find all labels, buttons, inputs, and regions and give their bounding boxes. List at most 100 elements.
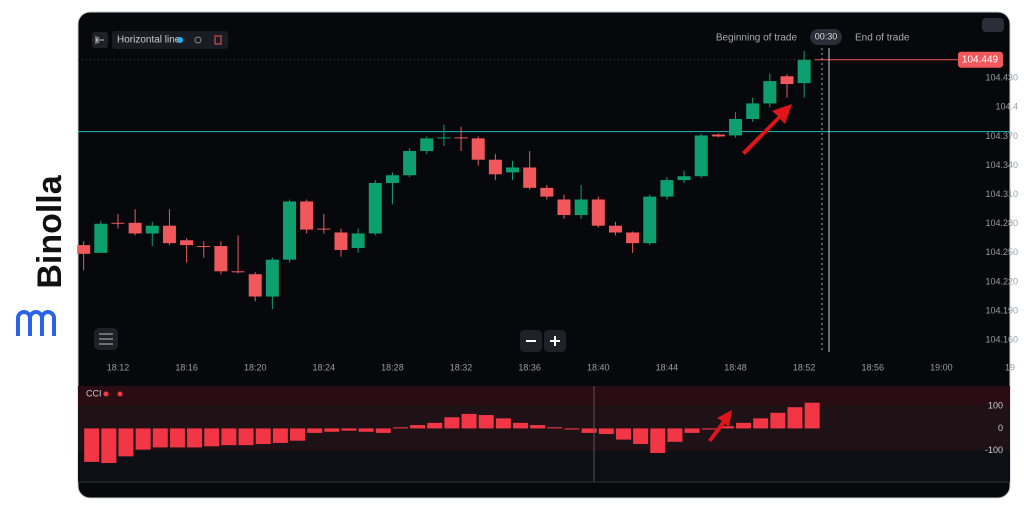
- cci-bar: [152, 428, 168, 448]
- cci-bar: [598, 428, 614, 434]
- candle-body: [420, 138, 434, 151]
- y-tick-label: 0: [998, 423, 1003, 433]
- y-tick-label: 104.190: [985, 305, 1018, 315]
- x-tick-label: 18:20: [244, 362, 267, 372]
- candle-body: [283, 201, 297, 260]
- brand: Binolla: [16, 174, 69, 336]
- cci-bar: [187, 428, 203, 448]
- candle-body: [128, 222, 142, 234]
- candle-body: [437, 137, 451, 139]
- y-tick-label: 104.4: [995, 102, 1018, 112]
- main-chart: 104.430 104.4 104.370 104.340 104.310 104.280…: [77, 51, 1018, 372]
- cci-dot: [103, 391, 109, 397]
- candle-body: [334, 232, 348, 250]
- candle-body: [677, 176, 691, 181]
- x-tick-label: 18:56: [861, 362, 884, 372]
- candle-body: [214, 246, 228, 272]
- cci-bar: [701, 428, 717, 430]
- candle-body: [729, 118, 743, 136]
- candle-body: [248, 274, 262, 297]
- cci-bar: [341, 428, 357, 431]
- cci-bar: [478, 415, 494, 429]
- candle-body: [523, 167, 537, 188]
- cci-bar: [101, 428, 117, 464]
- candle-body: [694, 135, 708, 177]
- toolbar: Horizontal line Beginning of trade 00:30…: [92, 18, 1004, 49]
- price-label: 104.449: [962, 54, 999, 65]
- plus-icon: [550, 336, 560, 346]
- tool-label: Horizontal line: [117, 35, 181, 46]
- cci-bar: [530, 425, 546, 429]
- cci-bar: [410, 425, 426, 429]
- timer: 00:30: [815, 31, 838, 41]
- cci-bar: [290, 428, 306, 441]
- candle-body: [180, 240, 194, 246]
- cci-bar: [753, 418, 769, 429]
- x-tick-label: 18:24: [313, 362, 336, 372]
- collapse-icon: [95, 36, 104, 44]
- brand-logo: [16, 310, 56, 336]
- cci-bar: [238, 428, 254, 446]
- cci-title: CCI: [86, 388, 102, 398]
- visibility-icon[interactable]: [194, 36, 202, 44]
- cci-bar: [444, 417, 460, 429]
- cci-bar: [375, 428, 391, 433]
- cci-bar: [718, 426, 734, 429]
- cci-bar: [513, 422, 529, 429]
- indicators-icon: [99, 333, 113, 345]
- cci-bar: [84, 428, 100, 462]
- candle-body: [626, 232, 640, 244]
- annotation-arrow: [742, 104, 792, 155]
- settings-button[interactable]: [982, 18, 1004, 32]
- x-tick-label: 18:12: [107, 362, 130, 372]
- candle-body: [265, 259, 279, 297]
- cci-dot: [117, 391, 123, 397]
- candle-body: [471, 138, 485, 160]
- cci-bar: [684, 428, 700, 433]
- brand-name: Binolla: [31, 174, 69, 288]
- y-tick-label: 104.340: [985, 160, 1018, 170]
- y-tick-label: 104.250: [985, 247, 1018, 257]
- x-tick-label: 18:52: [793, 362, 816, 372]
- tool-chip[interactable]: [112, 31, 228, 49]
- price-badge: [958, 51, 1003, 68]
- cci-bar: [650, 428, 666, 453]
- candle-body: [608, 225, 622, 233]
- candle-body: [145, 225, 159, 234]
- y-tick-label: 104.280: [985, 218, 1018, 228]
- y-tick-label: 100: [988, 400, 1003, 410]
- x-tick-label: 19:00: [930, 362, 953, 372]
- cci-bar: [221, 428, 237, 446]
- annotation-arrow: [708, 410, 732, 442]
- candle-body: [746, 103, 760, 119]
- x-tick-label: 18:28: [381, 362, 404, 372]
- x-tick-label: 19: [1005, 362, 1015, 372]
- x-tick-label: 18:40: [587, 362, 610, 372]
- cci-bar: [804, 402, 820, 429]
- candle-body: [351, 233, 365, 249]
- y-tick-label: -100: [985, 445, 1003, 455]
- candle-body: [317, 228, 331, 230]
- x-tick-label: 18:36: [518, 362, 541, 372]
- candle-body: [591, 199, 605, 226]
- candle-body: [197, 246, 211, 248]
- cci-bar: [118, 428, 134, 457]
- cci-bar: [770, 412, 786, 429]
- cci-bar: [255, 428, 271, 445]
- cci-bar: [615, 428, 631, 440]
- y-tick-label: 104.160: [985, 335, 1018, 345]
- overbought-zone: [78, 386, 1010, 407]
- candle-body: [780, 76, 794, 85]
- cci-chart: 100 0 -100 CCI: [78, 386, 1010, 464]
- candle-body: [454, 137, 468, 139]
- cci-bar: [427, 422, 443, 429]
- candle-body: [385, 175, 399, 184]
- delete-icon[interactable]: [214, 35, 222, 45]
- y-tick-label: 104.370: [985, 131, 1018, 141]
- cci-bar: [272, 428, 288, 443]
- zoom-controls: [94, 328, 566, 352]
- y-tick-label: 104.310: [985, 189, 1018, 199]
- x-tick-label: 18:48: [724, 362, 747, 372]
